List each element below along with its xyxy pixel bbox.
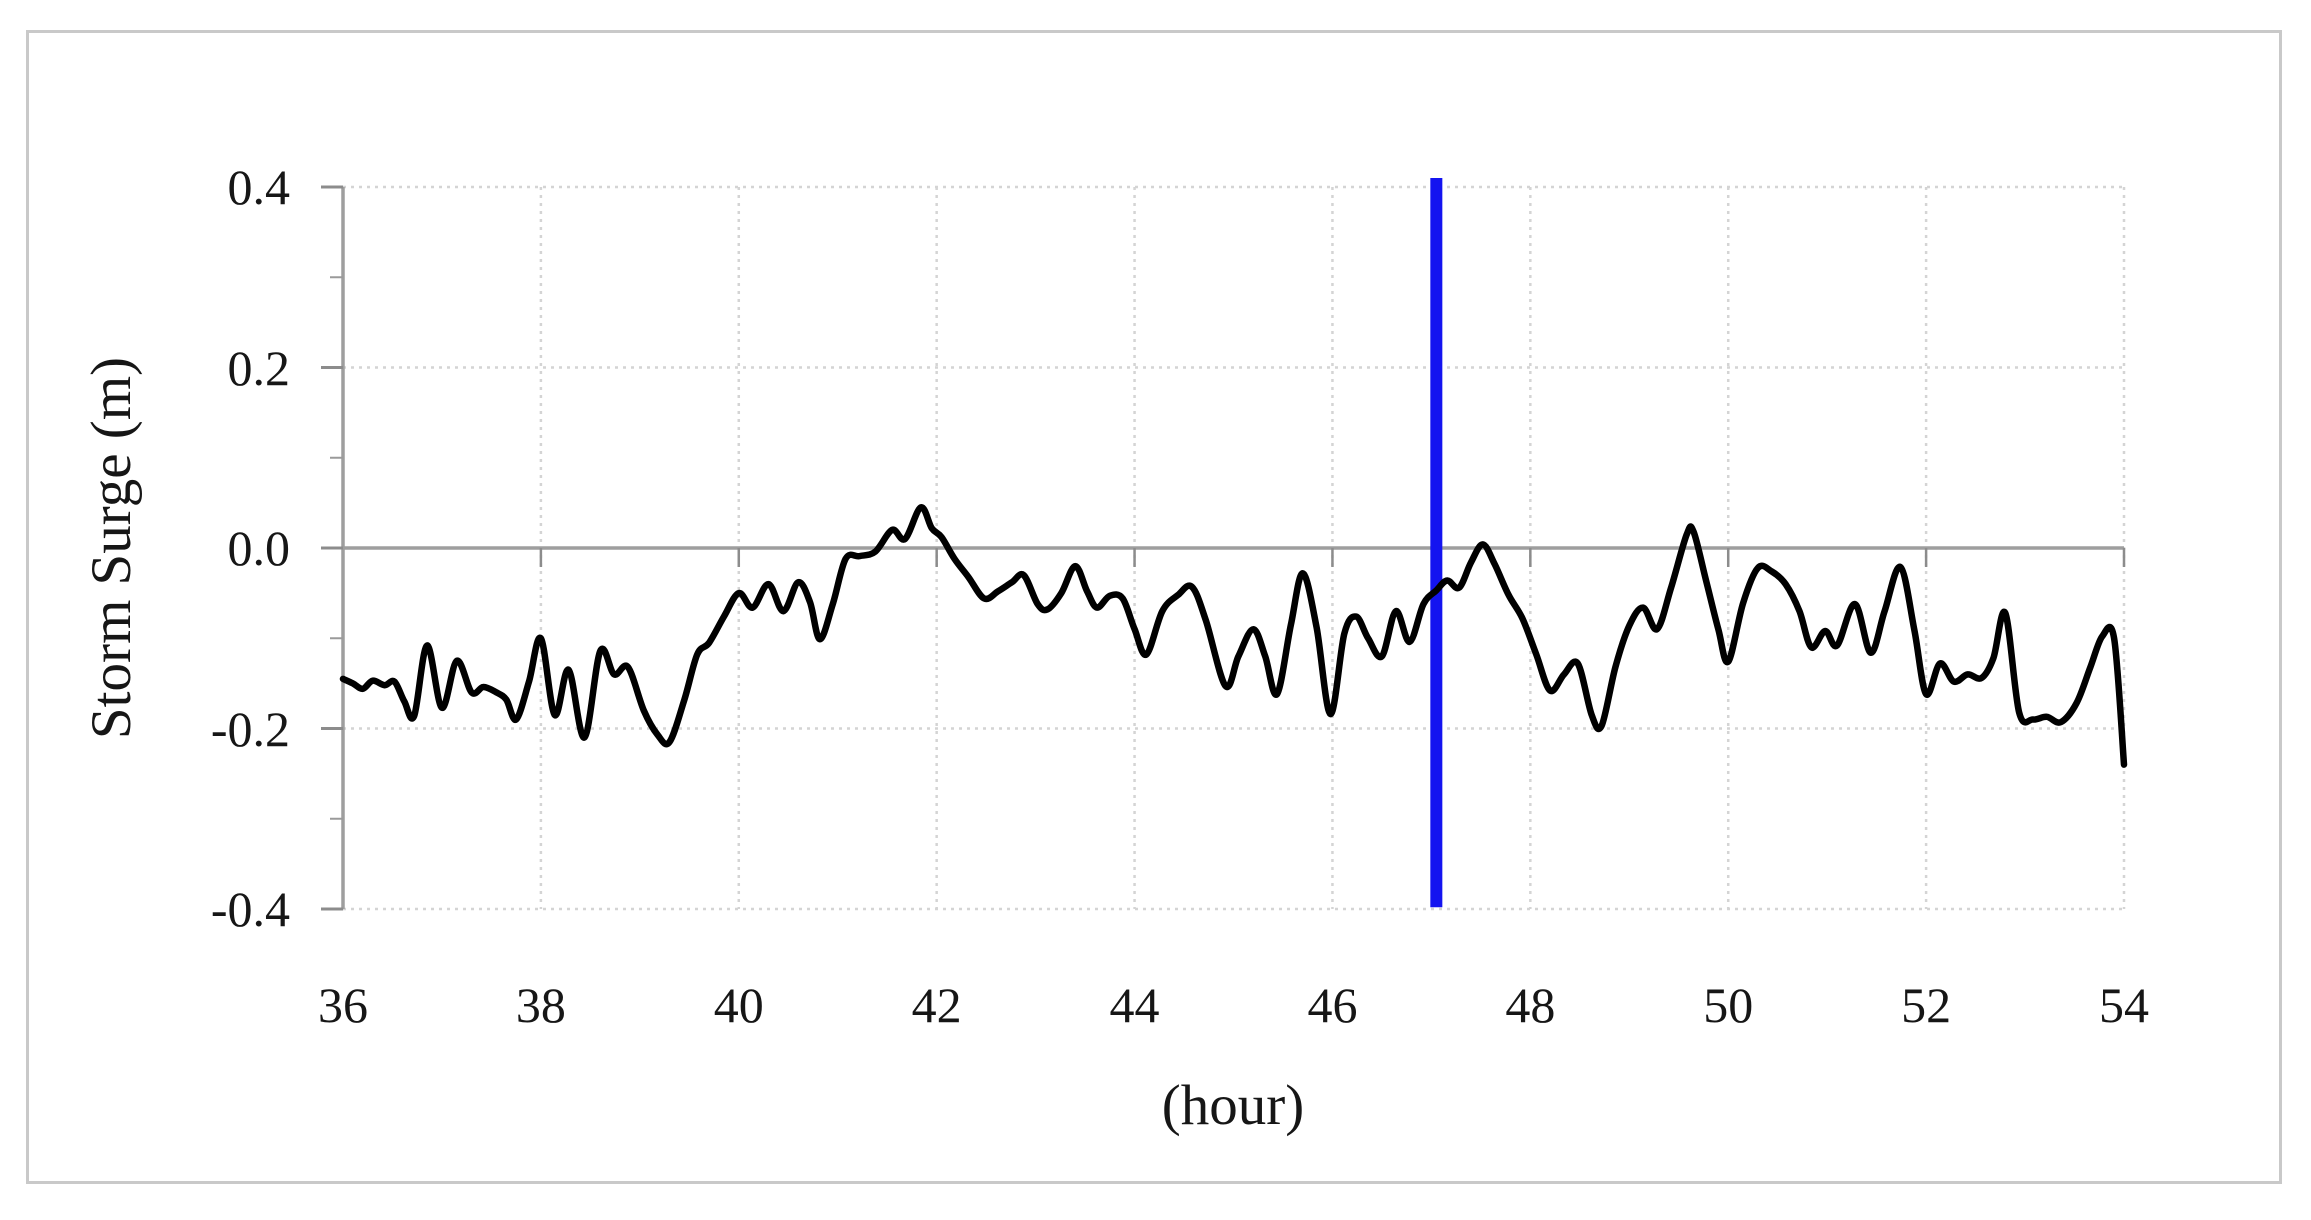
x-tick-label: 40: [713, 977, 764, 1033]
chart-canvas: [321, 177, 2128, 911]
x-tick-label: 46: [1307, 977, 1358, 1033]
y-tick-label: -0.2: [210, 700, 290, 757]
y-tick-label: 0.4: [227, 159, 291, 215]
x-tick-label: 36: [318, 977, 368, 1033]
x-tick-label: 54: [2099, 977, 2149, 1033]
x-tick-label: 44: [1109, 977, 1160, 1033]
x-tick-label: 52: [1901, 977, 1952, 1033]
plot-area: [321, 177, 2128, 911]
x-tick-label: 42: [911, 977, 962, 1033]
figure-border: [26, 30, 2282, 1184]
x-axis-title: (hour): [1161, 1074, 1305, 1137]
x-tick-label: 48: [1505, 977, 1556, 1033]
x-tick-label: 50: [1703, 977, 1754, 1033]
y-tick-label: 0.2: [227, 339, 291, 396]
y-tick-label: 0.0: [227, 520, 291, 576]
storm-surge-series-line: [339, 504, 2128, 768]
x-tick-label: 38: [515, 977, 566, 1033]
y-tick-label: -0.4: [210, 881, 290, 937]
